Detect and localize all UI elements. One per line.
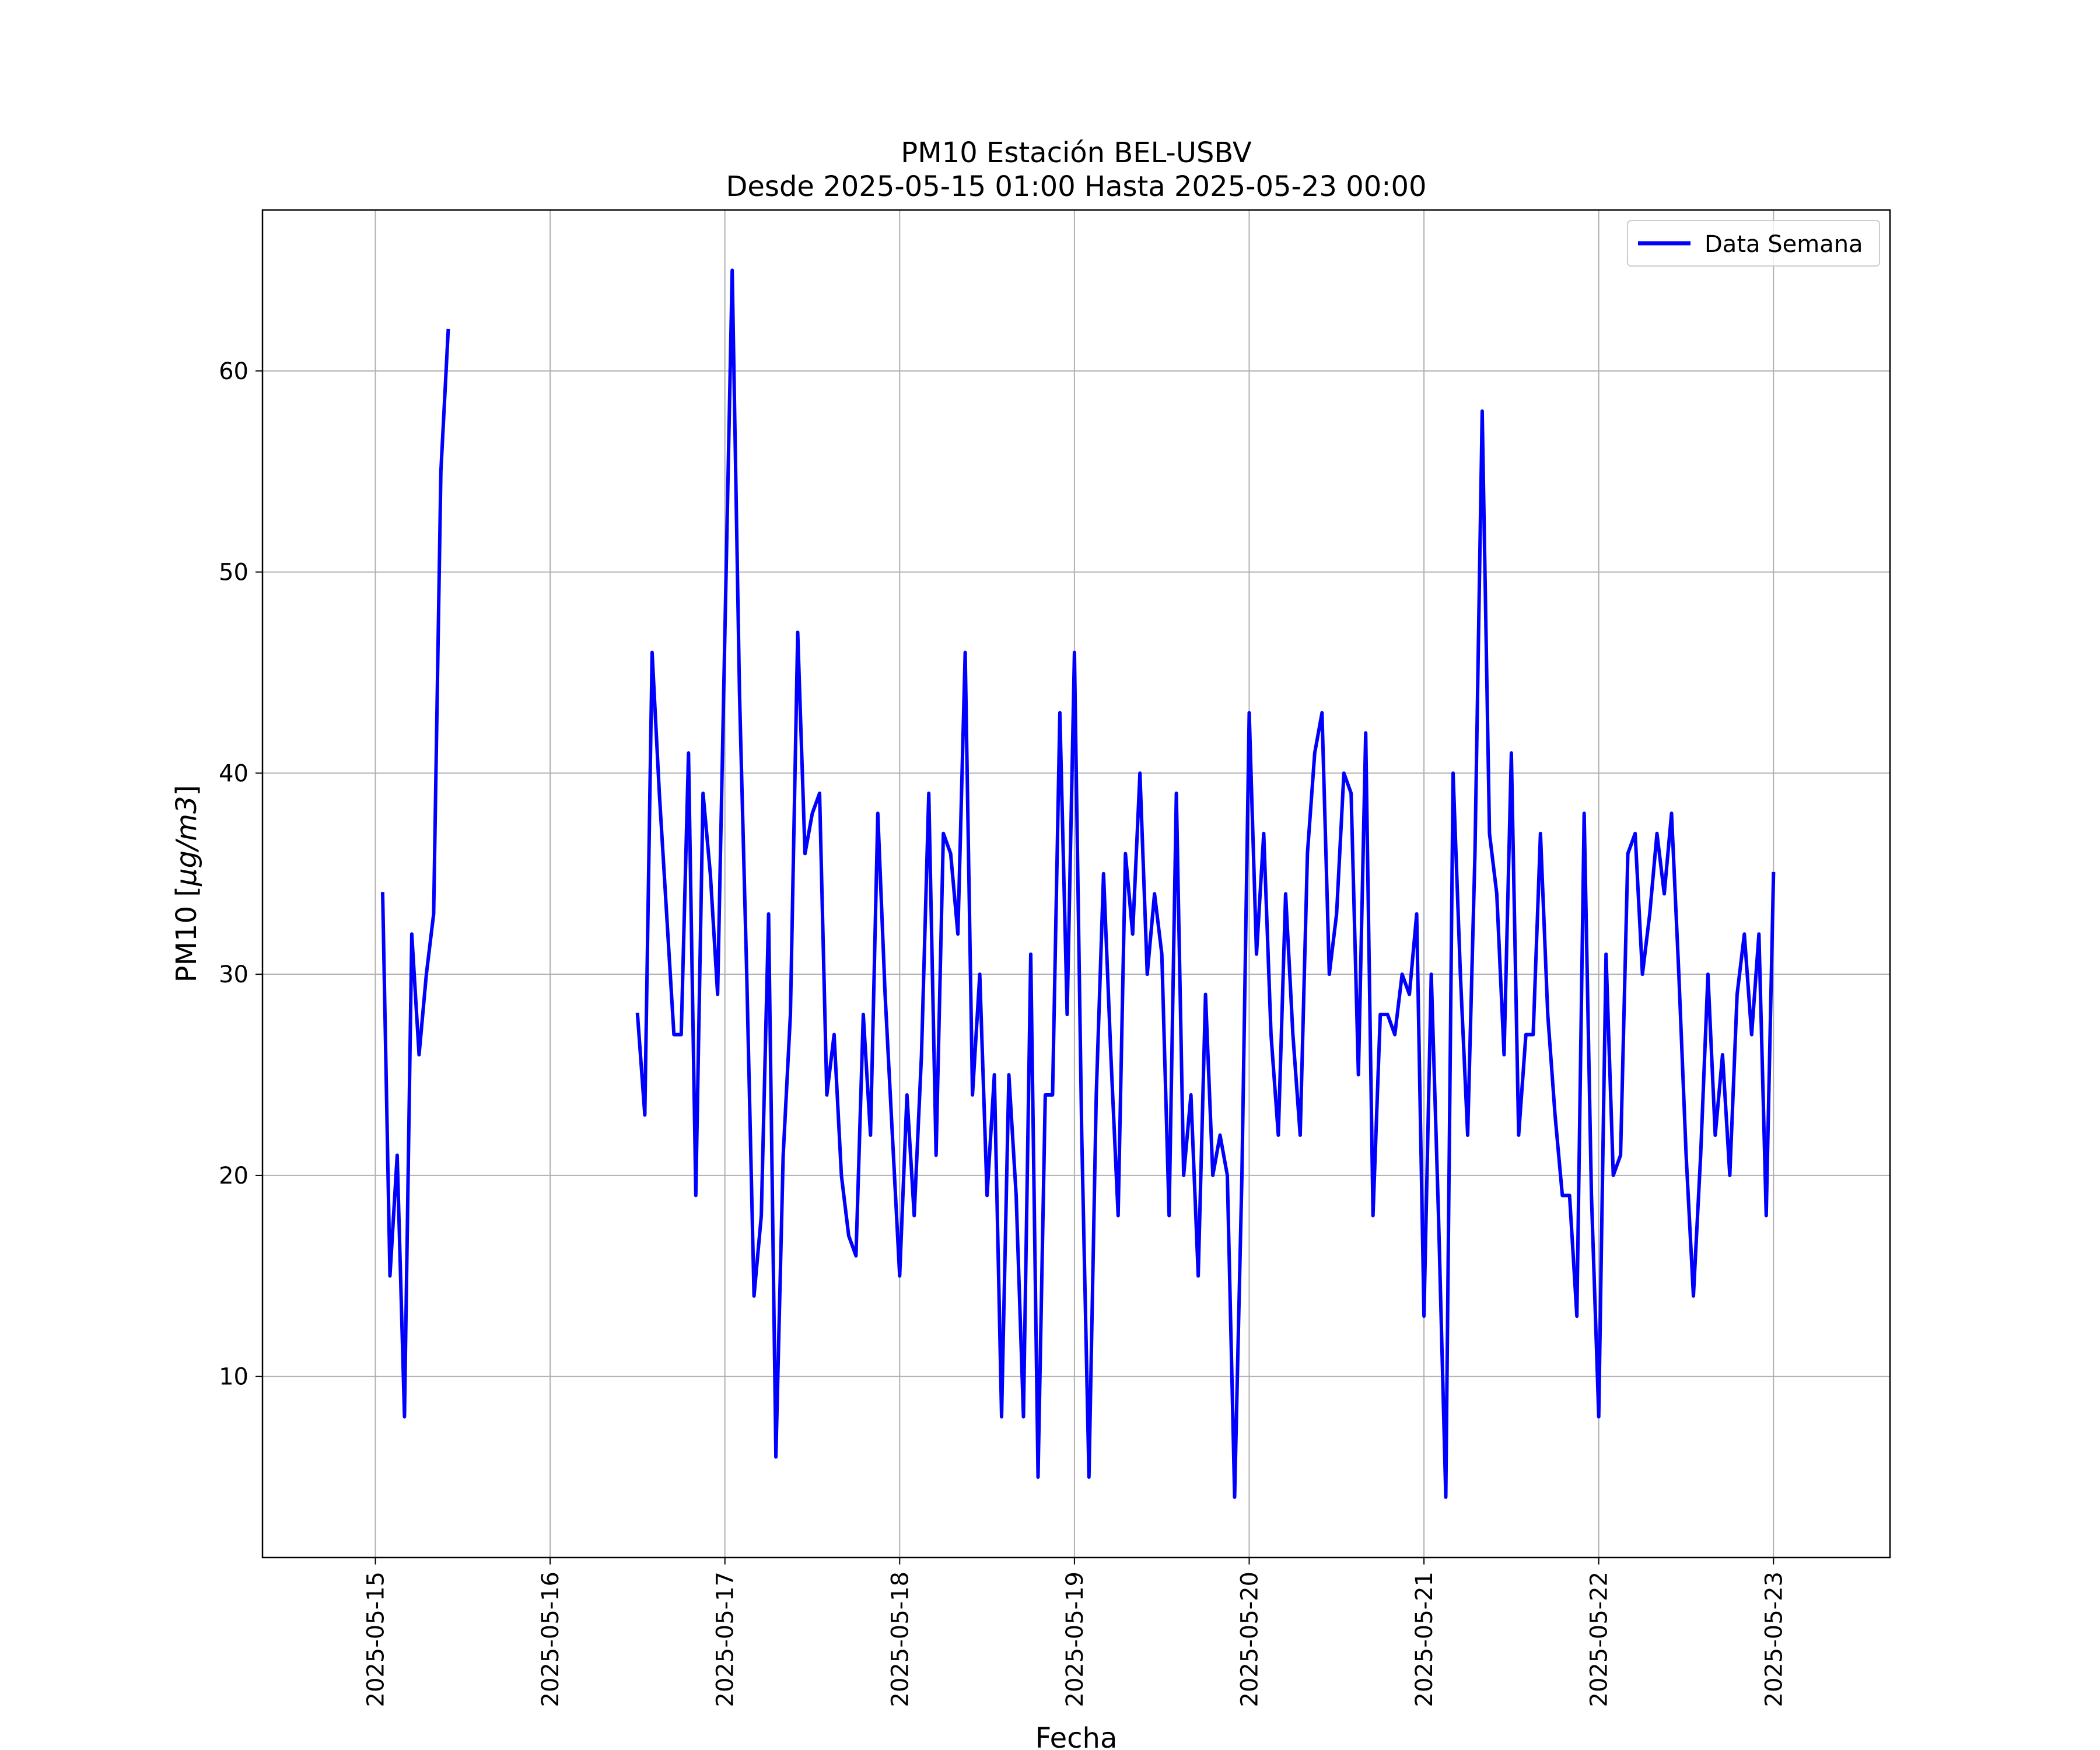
y-axis-label-suffix: ]	[170, 785, 203, 796]
y-axis-label: PM10 [µg/m3]	[170, 785, 203, 983]
y-tick-label: 30	[219, 961, 249, 988]
plot-frame	[261, 209, 1891, 1559]
x-tick-label: 2025-05-15	[362, 1572, 389, 1707]
x-tick-label: 2025-05-22	[1586, 1572, 1613, 1707]
x-tick-label: 2025-05-21	[1411, 1572, 1438, 1707]
legend-box	[1627, 220, 1880, 267]
legend-label: Data Semana	[1704, 231, 1863, 258]
x-axis: 2025-05-15 2025-05-16 2025-05-17 2025-05-18…	[362, 1558, 1787, 1707]
x-tick-label: 2025-05-18	[887, 1572, 914, 1707]
x-tick-label: 2025-05-23	[1760, 1572, 1787, 1707]
y-tick-label: 10	[219, 1364, 249, 1391]
y-tick-label: 20	[219, 1163, 249, 1189]
y-tick-label: 60	[219, 358, 249, 385]
y-tick-label: 50	[219, 559, 249, 586]
chart-title-line1: PM10 Estación BEL-USBV	[901, 136, 1252, 169]
series-line	[380, 328, 450, 1419]
series-layer	[380, 268, 1776, 1499]
x-tick-label: 2025-05-17	[712, 1572, 739, 1707]
x-axis-label: Fecha	[1035, 1722, 1118, 1750]
x-tick-label: 2025-05-16	[537, 1572, 564, 1707]
y-axis: 10 20 30 40 50 60	[219, 358, 262, 1391]
x-tick-label: 2025-05-20	[1236, 1572, 1263, 1707]
y-tick-label: 40	[219, 760, 249, 787]
legend: Data Semana	[1627, 220, 1880, 267]
y-axis-label-prefix: PM10 [	[170, 886, 203, 982]
chart-title-line2: Desde 2025-05-15 01:00 Hasta 2025-05-23 …	[726, 170, 1426, 203]
y-axis-label-unit: µg/m3	[170, 796, 203, 886]
x-tick-label: 2025-05-19	[1062, 1572, 1088, 1707]
series-line	[635, 268, 1776, 1499]
